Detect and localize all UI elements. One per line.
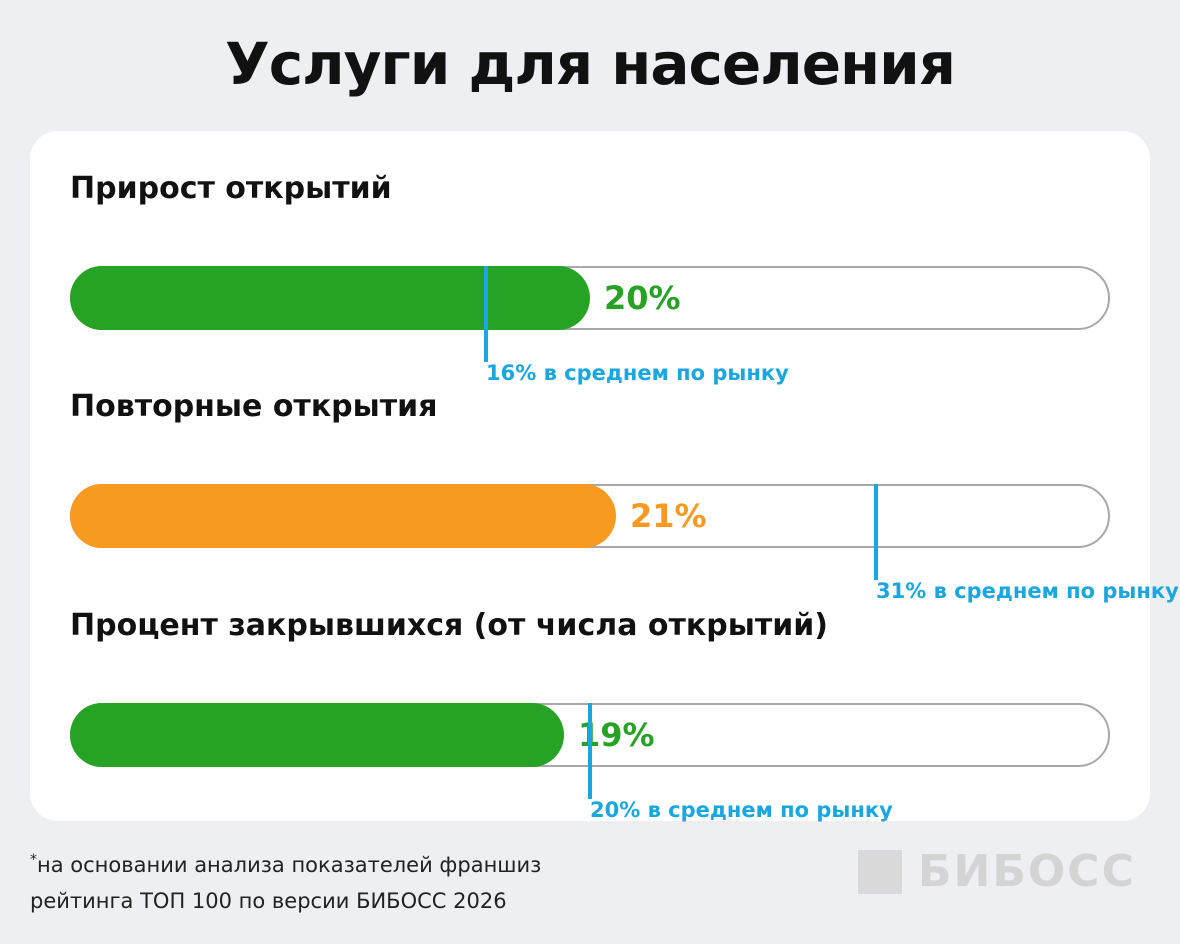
- bar-fill: [70, 266, 590, 330]
- page-title: Услуги для населения: [225, 30, 956, 98]
- footnote-marker: *: [30, 852, 37, 868]
- footnote-line-1: на основании анализа показателей франшиз: [37, 853, 542, 877]
- metric-row: Повторные открытия 21% 31% в среднем по ры…: [30, 389, 1179, 603]
- metric-title: Прирост открытий: [70, 171, 392, 206]
- market-average-marker: [484, 266, 488, 362]
- metric-row: Процент закрывшихся (от числа открытий) 1…: [30, 608, 1150, 822]
- square-logo-icon: [858, 850, 902, 894]
- bar-fill: [70, 703, 564, 767]
- market-average-label: 20% в среднем по рынку: [590, 798, 893, 822]
- chart-card: Прирост открытий 20% 16% в среднем по рынк…: [30, 131, 1179, 822]
- bar-fill: [70, 484, 616, 548]
- metric-title: Повторные открытия: [70, 389, 438, 424]
- metric-row: Прирост открытий 20% 16% в среднем по рынк…: [30, 171, 1150, 385]
- market-average-label: 31% в среднем по рынку: [876, 579, 1179, 603]
- footnote-line-2: рейтинга ТОП 100 по версии БИБОСС 2026: [30, 889, 507, 913]
- market-average-label: 16% в среднем по рынку: [486, 361, 789, 385]
- bar-value-label: 21%: [630, 497, 707, 535]
- footnote: *на основании анализа показателей франши…: [30, 842, 541, 919]
- bar-value-label: 20%: [604, 279, 681, 317]
- metric-title: Процент закрывшихся (от числа открытий): [70, 608, 828, 643]
- brand-logo: БИБОСС: [858, 850, 1136, 894]
- market-average-marker: [874, 484, 878, 580]
- market-average-marker: [588, 703, 592, 799]
- logo-text: БИБОСС: [918, 846, 1136, 897]
